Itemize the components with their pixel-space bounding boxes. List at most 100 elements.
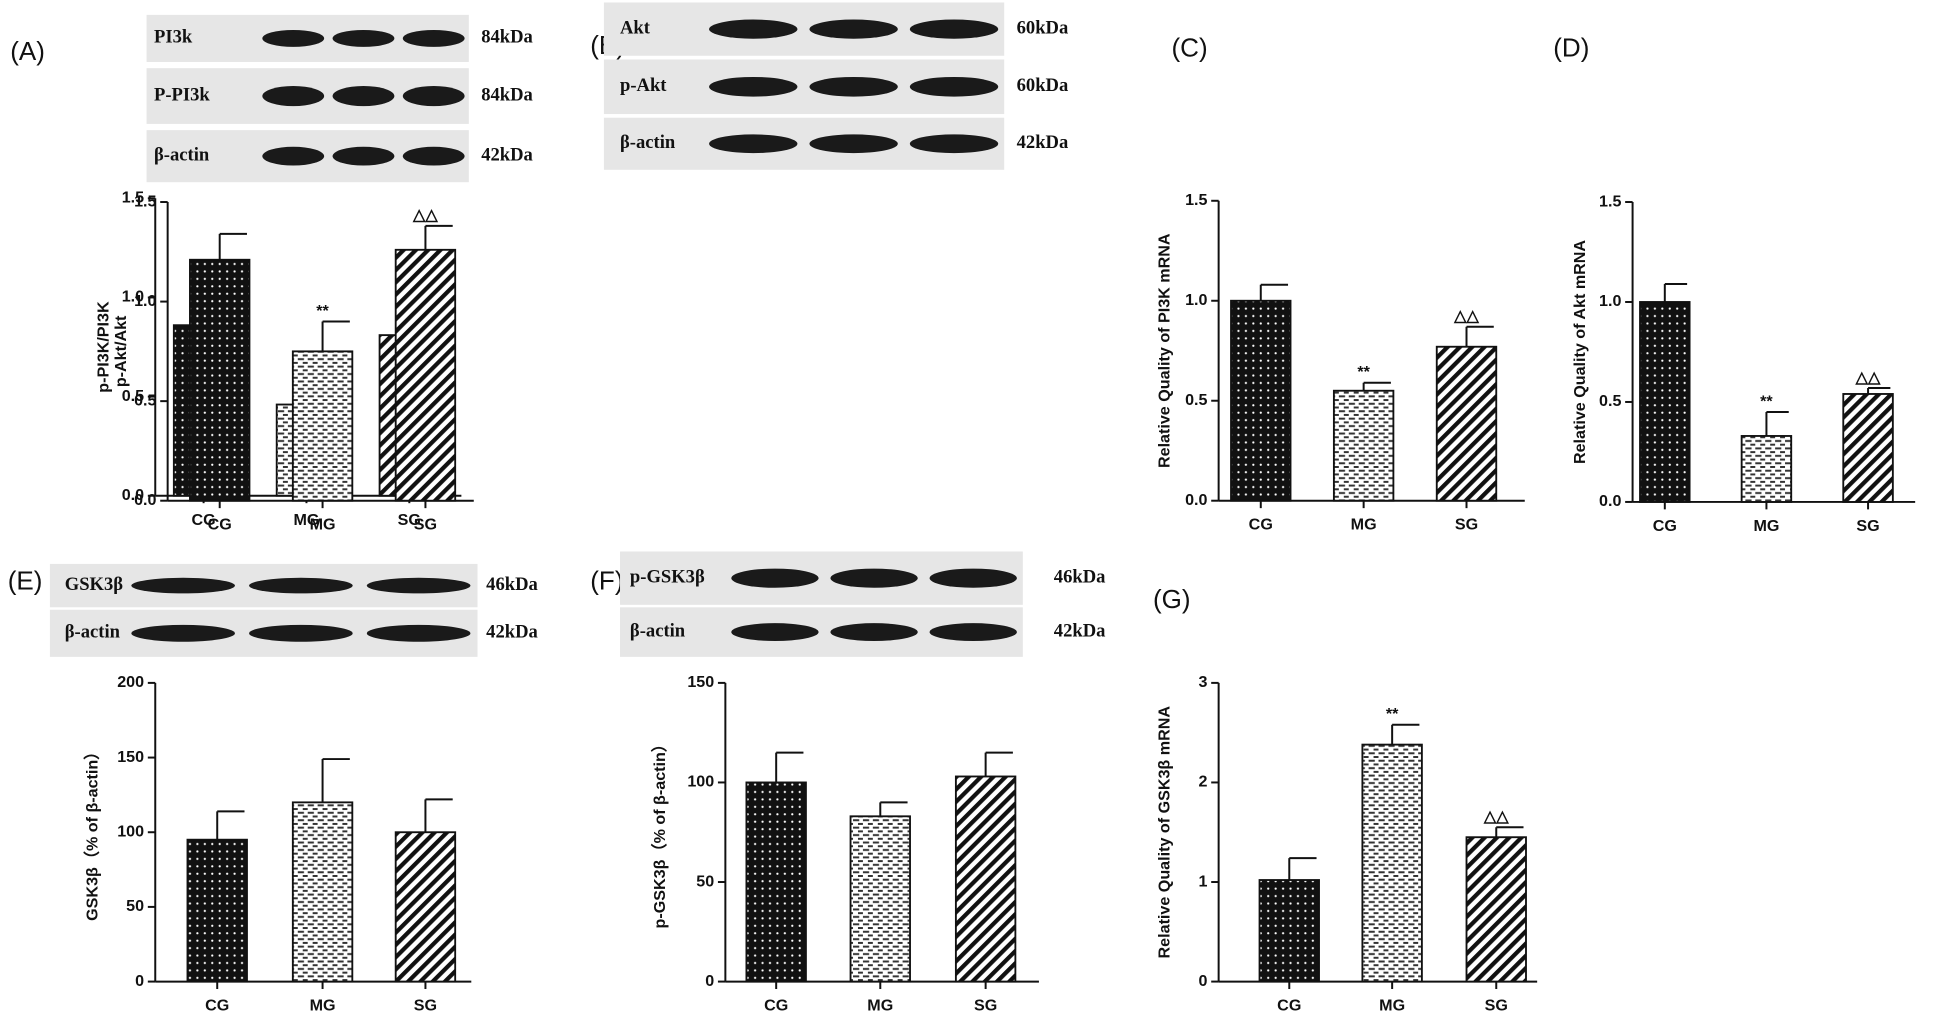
bar bbox=[291, 801, 354, 983]
x-tick-label: CG bbox=[764, 997, 788, 1015]
y-tick-label: 0.0 bbox=[134, 491, 156, 509]
blot-size: 46kDa bbox=[486, 574, 538, 595]
x-tick-label: SG bbox=[974, 997, 997, 1015]
blot-label: β-actin bbox=[65, 622, 121, 643]
y-tick-label: 0.5 bbox=[122, 387, 144, 405]
y-tick-label: 1.5 bbox=[1599, 192, 1621, 210]
y-tick-label: 0 bbox=[1199, 972, 1208, 990]
blot-band bbox=[709, 134, 798, 154]
y-tick-label: 0.5 bbox=[1185, 391, 1207, 409]
blot-band bbox=[332, 29, 395, 47]
blot-band bbox=[262, 86, 325, 107]
x-tick-label: SG bbox=[1856, 517, 1879, 535]
blot-label: Akt bbox=[620, 17, 651, 38]
y-tick-label: 50 bbox=[696, 872, 714, 890]
blot-label: p-GSK3β bbox=[630, 566, 705, 587]
y-tick-label: 1.5 bbox=[122, 189, 144, 207]
blot-size: 42kDa bbox=[486, 622, 538, 643]
x-tick-label: MG bbox=[310, 516, 336, 534]
y-axis-label: p-PI3K/PI3K bbox=[95, 301, 113, 393]
blot-size: 84kDa bbox=[481, 27, 533, 48]
bar bbox=[291, 350, 354, 502]
error-bar bbox=[879, 801, 908, 817]
y-tick-label: 1.0 bbox=[1599, 292, 1621, 310]
blot-size: 60kDa bbox=[1017, 17, 1069, 38]
bar bbox=[1842, 393, 1894, 503]
x-tick-label: MG bbox=[1351, 516, 1377, 534]
blot-size: 42kDa bbox=[1054, 620, 1106, 641]
bar bbox=[1639, 301, 1691, 503]
error-bar bbox=[216, 810, 245, 840]
error-bar bbox=[1663, 283, 1688, 302]
blot-size: 42kDa bbox=[1017, 132, 1069, 153]
x-tick-label: MG bbox=[1379, 997, 1405, 1015]
x-tick-label: SG bbox=[398, 511, 421, 529]
panel-label: (G) bbox=[1153, 584, 1191, 614]
y-axis-label: Relative Quality of Akt mRNA bbox=[1571, 240, 1589, 464]
panel-label: (F) bbox=[590, 565, 623, 595]
significance: ** bbox=[1760, 392, 1773, 410]
error-bar bbox=[1362, 381, 1391, 391]
blot-label: P-PI3k bbox=[154, 84, 210, 105]
x-tick-label: CG bbox=[205, 997, 229, 1015]
x-tick-label: SG bbox=[414, 997, 437, 1015]
bar bbox=[394, 248, 457, 502]
blot-label: GSK3β bbox=[65, 574, 124, 595]
bar bbox=[1435, 345, 1498, 502]
blot-band bbox=[830, 568, 918, 588]
blot-size: 84kDa bbox=[481, 84, 533, 105]
error-bar bbox=[1495, 826, 1524, 838]
blot-band bbox=[909, 134, 999, 154]
y-tick-label: 1 bbox=[1199, 872, 1208, 890]
blot-band bbox=[332, 146, 395, 166]
y-tick-label: 150 bbox=[687, 673, 714, 691]
y-tick-label: 200 bbox=[117, 673, 144, 691]
bar bbox=[745, 781, 807, 983]
blot-band bbox=[809, 76, 898, 97]
bar bbox=[1258, 879, 1320, 983]
x-tick-label: CG bbox=[1277, 997, 1301, 1015]
y-tick-label: 1.5 bbox=[1185, 191, 1207, 209]
y-axis-label: p-GSK3β（% of β-actin） bbox=[651, 736, 669, 928]
error-bar bbox=[321, 758, 350, 803]
x-tick-label: SG bbox=[414, 516, 437, 534]
error-bar bbox=[1867, 386, 1891, 394]
x-tick-label: CG bbox=[1653, 517, 1677, 535]
bar bbox=[189, 258, 251, 502]
error-bar bbox=[1465, 325, 1494, 347]
blot-band bbox=[809, 19, 898, 39]
significance: △△ bbox=[1855, 368, 1881, 386]
x-tick-label: MG bbox=[293, 511, 319, 529]
error-bar bbox=[984, 751, 1013, 777]
y-tick-label: 0.5 bbox=[1599, 392, 1621, 410]
bar bbox=[1465, 836, 1527, 983]
y-axis-label: GSK3β（% of β-actin） bbox=[84, 744, 102, 921]
y-tick-label: 0.0 bbox=[122, 486, 144, 504]
error-bar bbox=[775, 751, 804, 783]
blot-band bbox=[131, 624, 235, 642]
blot-size: 46kDa bbox=[1054, 566, 1106, 587]
panel-label: (D) bbox=[1553, 32, 1589, 62]
bar bbox=[849, 815, 911, 983]
error-bar bbox=[218, 232, 247, 260]
y-axis-label: Relative Quality of GSK3β mRNA bbox=[1156, 706, 1174, 959]
blot-label: β-actin bbox=[620, 132, 676, 153]
x-tick-label: CG bbox=[208, 516, 232, 534]
x-tick-label: CG bbox=[1249, 516, 1273, 534]
y-tick-label: 3 bbox=[1199, 673, 1208, 691]
significance: ** bbox=[1357, 363, 1370, 381]
blot-band bbox=[909, 19, 999, 39]
blot-size: 42kDa bbox=[481, 144, 533, 165]
bar bbox=[954, 775, 1017, 983]
bar bbox=[186, 838, 248, 983]
y-tick-label: 100 bbox=[117, 822, 144, 840]
blot-band bbox=[929, 623, 1017, 642]
error-bar bbox=[1288, 857, 1317, 881]
blot-band bbox=[731, 623, 819, 642]
blot-band bbox=[809, 134, 898, 154]
bar bbox=[1361, 743, 1423, 983]
bar bbox=[1230, 299, 1292, 502]
x-tick-label: MG bbox=[1753, 517, 1779, 535]
y-tick-label: 0.5 bbox=[134, 391, 156, 409]
blot-band bbox=[929, 568, 1017, 588]
